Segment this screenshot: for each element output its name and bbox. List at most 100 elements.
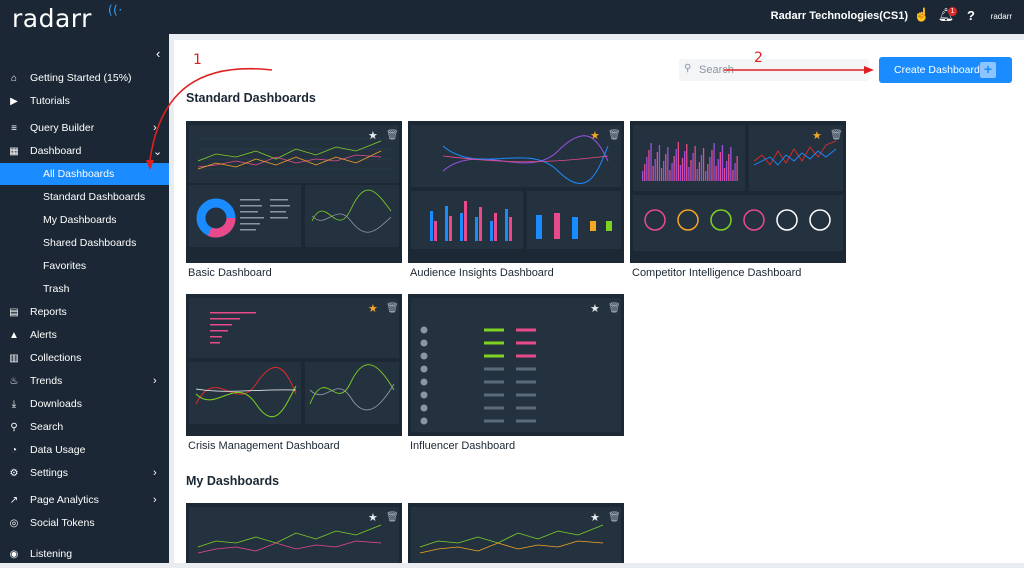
sidebar-item-page-analytics[interactable]: ↗ Page Analytics ›: [0, 489, 169, 511]
card-influencer-dashboard[interactable]: ★ 🗑︎: [408, 294, 624, 436]
card-basic-dashboard[interactable]: ★ 🗑︎: [186, 121, 402, 263]
logo[interactable]: radarr ((·: [12, 3, 122, 33]
star-icon[interactable]: ★: [590, 303, 600, 315]
audience-thumbnail: [411, 125, 621, 249]
sidebar-item-query-builder[interactable]: ≡ Query Builder ›: [0, 117, 169, 139]
card-crisis-management-dashboard[interactable]: ★ 🗑︎: [186, 294, 402, 436]
sidebar-item-data-usage[interactable]: ◔ Data Usage: [0, 439, 169, 461]
card-label-influencer[interactable]: Influencer Dashboard: [410, 440, 516, 452]
sentiment-bar: [516, 380, 536, 384]
video-icon: ▶: [10, 95, 18, 107]
trash-icon[interactable]: 🗑︎: [830, 130, 843, 141]
sidebar-item-trends[interactable]: ♨ Trends ›: [0, 370, 169, 392]
chevron-icon[interactable]: ›: [153, 122, 157, 134]
card-label-competitor[interactable]: Competitor Intelligence Dashboard: [632, 267, 802, 279]
collections-icon: ▥: [9, 352, 19, 364]
thumbnail-bar: [705, 171, 707, 181]
chevron-icon[interactable]: ›: [153, 375, 157, 387]
thumbnail-bar: [671, 163, 673, 181]
trash-icon[interactable]: 🗑︎: [608, 512, 621, 523]
star-icon[interactable]: ★: [368, 512, 378, 524]
sentiment-bar: [516, 367, 536, 371]
flame-icon: ♨: [9, 375, 19, 387]
thumbnail-bar: [660, 168, 663, 181]
sentiment-bar: [516, 393, 536, 397]
thumbnail-bar: [728, 154, 730, 181]
sidebar-item-label: Trash: [43, 283, 70, 295]
trash-icon[interactable]: 🗑︎: [386, 130, 399, 141]
sidebar-item-favorites[interactable]: Favorites: [0, 255, 169, 277]
card-competitor-intelligence-dashboard[interactable]: ★ 🗑︎: [630, 121, 846, 263]
gauge-icon: ◔: [10, 444, 18, 456]
trash-icon[interactable]: 🗑︎: [608, 303, 621, 314]
sidebar-item-settings[interactable]: ⚙ Settings ›: [0, 462, 169, 484]
sentiment-bar: [516, 328, 536, 332]
impact-bar: [484, 367, 504, 371]
sidebar-item-label: Social Tokens: [30, 517, 95, 529]
hand-pointer-icon[interactable]: ☝: [913, 7, 931, 22]
thumbnail-bar: [663, 161, 665, 181]
thumbnail-bar: [717, 159, 719, 181]
star-icon[interactable]: ★: [368, 130, 378, 142]
thumbnail-bar: [648, 150, 650, 181]
sidebar-item-label: Collections: [30, 352, 82, 364]
collapse-sidebar-icon[interactable]: ‹: [156, 46, 161, 61]
create-dashboard-button[interactable]: Create Dashboard +: [879, 57, 1012, 83]
help-icon[interactable]: ?: [967, 7, 975, 23]
sidebar-item-dashboard[interactable]: ▦ Dashboard ⌄: [0, 140, 169, 162]
star-icon[interactable]: ★: [812, 130, 822, 142]
org-name[interactable]: Radarr Technologies(CS1): [770, 10, 908, 22]
thumbnail-bar: [721, 145, 724, 181]
trash-icon[interactable]: 🗑︎: [608, 130, 621, 141]
sidebar-item-label: Query Builder: [30, 122, 95, 134]
thumbnail-bar: [681, 158, 684, 181]
sidebar-item-label: Trends: [30, 375, 63, 387]
sidebar-item-social-tokens[interactable]: ◎ Social Tokens: [0, 512, 169, 534]
star-icon[interactable]: ★: [590, 512, 600, 524]
star-icon[interactable]: ★: [590, 130, 600, 142]
trash-icon[interactable]: 🗑︎: [386, 512, 399, 523]
thumbnail-bar: [652, 166, 654, 181]
avatar: [420, 352, 428, 360]
sidebar-item-all-dashboards[interactable]: All Dashboards: [0, 163, 169, 185]
chevron-icon[interactable]: ›: [153, 467, 157, 479]
card-my-dashboard-2[interactable]: ★ 🗑︎: [408, 503, 624, 563]
influencer-thumbnail: [411, 298, 621, 432]
thumbnail-bar: [684, 151, 686, 181]
sidebar-item-shared-dashboards[interactable]: Shared Dashboards: [0, 232, 169, 254]
chevron-icon[interactable]: ›: [153, 494, 157, 506]
sidebar-item-reports[interactable]: ▤ Reports: [0, 301, 169, 323]
sidebar-item-listening[interactable]: ◉ Listening: [0, 543, 169, 565]
avatar: [420, 404, 428, 412]
sidebar-item-collections[interactable]: ▥ Collections: [0, 347, 169, 369]
avatar: [420, 417, 428, 425]
card-label-basic[interactable]: Basic Dashboard: [188, 267, 272, 279]
chevron-icon[interactable]: ⌄: [153, 145, 163, 158]
sidebar-item-standard-dashboards[interactable]: Standard Dashboards: [0, 186, 169, 208]
trash-icon[interactable]: 🗑︎: [386, 303, 399, 314]
sidebar-item-label: Dashboard: [30, 145, 82, 157]
avatar: [420, 391, 428, 399]
sidebar-item-tutorials[interactable]: ▶ Tutorials: [0, 90, 169, 112]
card-label-audience[interactable]: Audience Insights Dashboard: [410, 267, 554, 279]
thumbnail-bar: [642, 171, 644, 181]
card-audience-insights-dashboard[interactable]: ★ 🗑︎: [408, 121, 624, 263]
sidebar-item-downloads[interactable]: ⤓ Downloads: [0, 393, 169, 415]
sidebar-item-my-dashboards[interactable]: My Dashboards: [0, 209, 169, 231]
sidebar-item-trash[interactable]: Trash: [0, 278, 169, 300]
sidebar-item-getting-started-15[interactable]: ⌂ Getting Started (15%): [0, 67, 169, 89]
profile-brand[interactable]: radarr: [990, 12, 1012, 21]
my-dashboard-2-thumbnail: [411, 507, 621, 563]
sidebar-item-search[interactable]: ⚲ Search: [0, 416, 169, 438]
avatar: [420, 365, 428, 373]
card-label-crisis[interactable]: Crisis Management Dashboard: [188, 440, 340, 452]
thumbnail-bar: [711, 150, 713, 181]
thumbnail-bar: [707, 164, 709, 181]
card-my-dashboard-1[interactable]: ★ 🗑︎: [186, 503, 402, 563]
impact-bar: [484, 354, 504, 358]
sidebar-item-label: Favorites: [43, 260, 87, 272]
star-icon[interactable]: ★: [368, 303, 378, 315]
sidebar-item-label: Standard Dashboards: [43, 191, 146, 203]
sidebar-item-alerts[interactable]: ▲ Alerts: [0, 324, 169, 346]
